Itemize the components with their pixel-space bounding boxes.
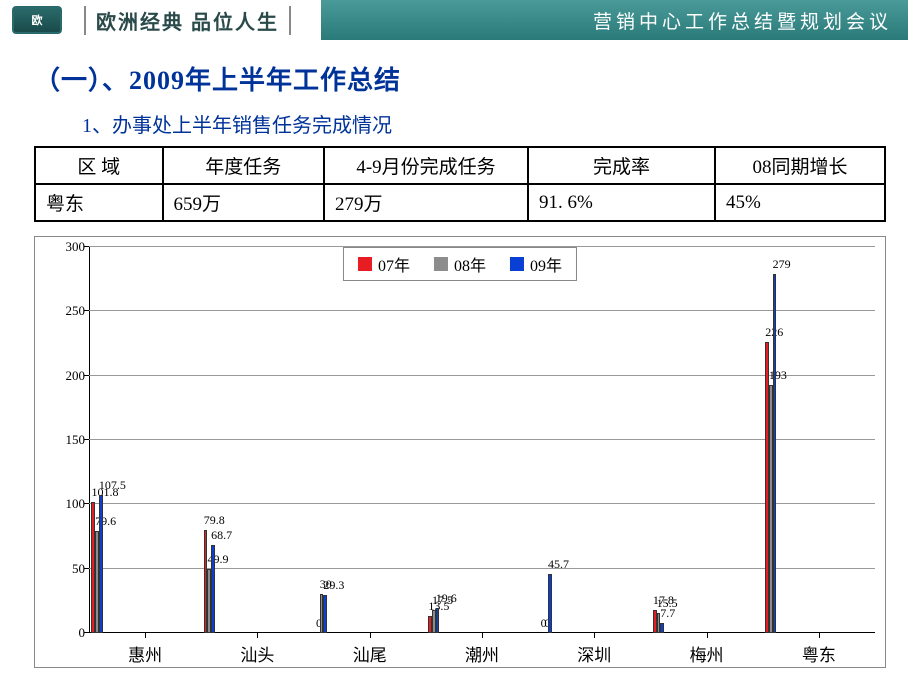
header-right-title: 营销中心工作总结暨规划会议 xyxy=(593,7,892,34)
x-tick xyxy=(819,633,820,638)
x-tick xyxy=(257,633,258,638)
table-header-cell: 完成率 xyxy=(528,147,715,184)
bar xyxy=(548,574,552,633)
table-body: 粤东659万279万91. 6%45% xyxy=(35,184,885,221)
x-tick xyxy=(594,633,595,638)
bar-group: 03029.3汕尾 xyxy=(314,247,426,633)
x-axis-label: 惠州 xyxy=(89,641,201,666)
bar-value-label: 7.7 xyxy=(660,606,664,621)
logo: 欧 xyxy=(12,6,66,34)
table-header-row: 区 域年度任务4-9月份完成任务完成率08同期增长 xyxy=(35,147,885,184)
bar-group: 17.815.57.7梅州 xyxy=(650,247,762,633)
bar-value-label: 101.8 xyxy=(91,485,95,500)
table-header-cell: 4-9月份完成任务 xyxy=(324,147,528,184)
bar-group: 0045.7深圳 xyxy=(538,247,650,633)
x-tick xyxy=(145,633,146,638)
header-bar: 欧 欧洲经典 品位人生 营销中心工作总结暨规划会议 xyxy=(0,0,920,40)
x-axis-label: 深圳 xyxy=(538,641,650,666)
bar-value-label: 19.6 xyxy=(436,591,440,606)
y-axis-label: 250 xyxy=(51,303,85,319)
table-cell: 279万 xyxy=(324,184,528,221)
x-axis-label: 潮州 xyxy=(426,641,538,666)
table-cell: 45% xyxy=(715,184,885,221)
bar xyxy=(660,623,664,633)
x-tick xyxy=(370,633,371,638)
bar-value-label: 29.3 xyxy=(323,578,327,593)
bar-group: 79.849.968.7汕头 xyxy=(201,247,313,633)
header-tagline: 欧洲经典 品位人生 xyxy=(84,6,291,35)
table-row: 粤东659万279万91. 6%45% xyxy=(35,184,885,221)
x-tick xyxy=(482,633,483,638)
table-cell: 91. 6% xyxy=(528,184,715,221)
summary-table: 区 域年度任务4-9月份完成任务完成率08同期增长 粤东659万279万91. … xyxy=(34,146,886,222)
y-axis-label: 200 xyxy=(51,368,85,384)
x-axis-label: 汕头 xyxy=(201,641,313,666)
bar xyxy=(99,495,103,633)
bar-group: 101.879.6107.5惠州 xyxy=(89,247,201,633)
bar-chart: 07年08年09年 050100150200250300101.879.6107… xyxy=(34,236,886,668)
bar xyxy=(436,608,440,633)
x-axis-label: 汕尾 xyxy=(314,641,426,666)
x-axis-label: 粤东 xyxy=(763,641,875,666)
bar xyxy=(211,545,215,633)
bar xyxy=(323,595,327,633)
y-axis-label: 0 xyxy=(51,625,85,641)
y-axis-label: 150 xyxy=(51,432,85,448)
bar-group: 226193279粤东 xyxy=(763,247,875,633)
page-title: （一）、2009年上半年工作总结 xyxy=(34,60,886,97)
bar-value-label: 68.7 xyxy=(211,528,215,543)
bar-value-label: 79.8 xyxy=(204,513,208,528)
table-cell: 659万 xyxy=(163,184,325,221)
content: （一）、2009年上半年工作总结 1、办事处上半年销售任务完成情况 区 域年度任… xyxy=(0,40,920,668)
table-header-cell: 08同期增长 xyxy=(715,147,885,184)
x-tick xyxy=(707,633,708,638)
y-axis-label: 100 xyxy=(51,496,85,512)
table-header-cell: 年度任务 xyxy=(163,147,325,184)
bar-group: 13.517.519.6潮州 xyxy=(426,247,538,633)
bar-value-label: 45.7 xyxy=(548,557,552,572)
bar-value-label: 279 xyxy=(773,257,777,272)
page-subtitle: 1、办事处上半年销售任务完成情况 xyxy=(82,109,886,138)
logo-icon: 欧 xyxy=(12,6,62,34)
y-axis-label: 300 xyxy=(51,239,85,255)
bar-value-label: 226 xyxy=(765,325,769,340)
plot-area: 050100150200250300101.879.6107.5惠州79.849… xyxy=(89,247,875,633)
y-axis-label: 50 xyxy=(51,561,85,577)
header-right-bar: 营销中心工作总结暨规划会议 xyxy=(321,0,908,40)
bar-value-label: 107.5 xyxy=(99,478,103,493)
table-cell: 粤东 xyxy=(35,184,163,221)
table-header-cell: 区 域 xyxy=(35,147,163,184)
bar xyxy=(773,274,777,633)
x-axis-label: 梅州 xyxy=(650,641,762,666)
